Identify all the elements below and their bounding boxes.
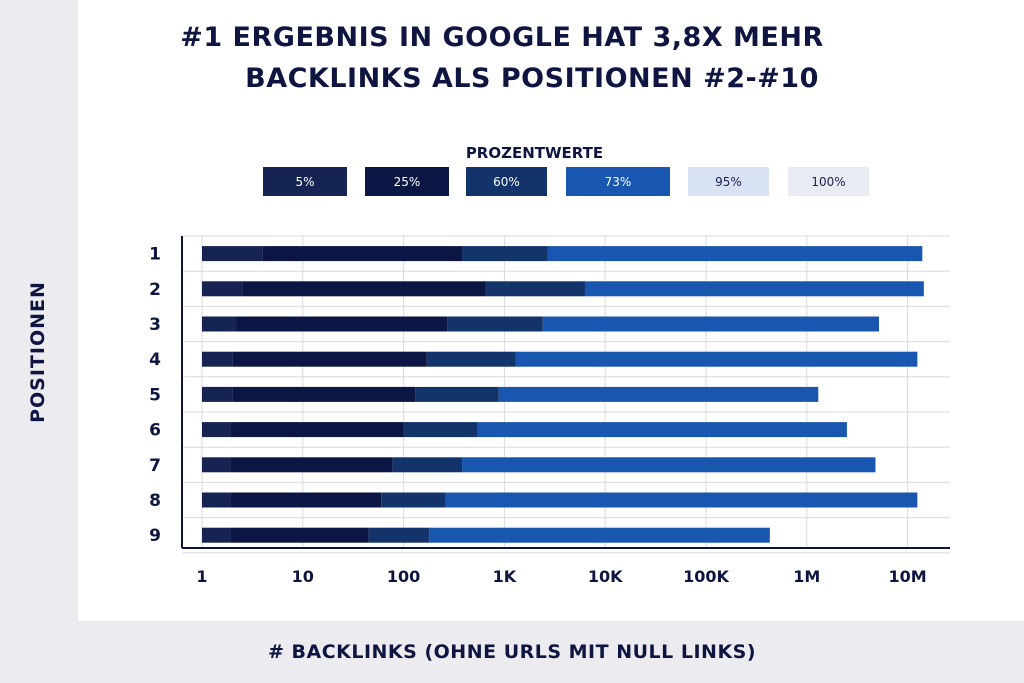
bar-segment-5pct	[202, 492, 231, 508]
bar-segment-5pct	[202, 422, 231, 438]
x-tick-label: 10M	[889, 567, 927, 586]
y-tick-label: 4	[149, 350, 161, 370]
bar-segment-60pct	[462, 246, 548, 262]
bar-segment-73pct	[477, 422, 847, 438]
x-axis-title: # BACKLINKS (OHNE URLS MIT NULL LINKS)	[267, 641, 757, 663]
bar-segment-25pct	[232, 386, 416, 402]
y-tick-label: 2	[149, 280, 161, 300]
bar-segment-25pct	[230, 527, 369, 543]
bar-segment-60pct	[392, 457, 463, 473]
left-background-strip	[0, 0, 78, 683]
bar-segment-60pct	[485, 281, 585, 297]
bar-segment-73pct	[445, 492, 918, 508]
bar-segment-73pct	[429, 527, 770, 543]
bar-segment-73pct	[515, 351, 918, 367]
bar-segment-25pct	[232, 351, 427, 367]
bar-segment-5pct	[202, 457, 231, 473]
bar-segment-25pct	[242, 281, 486, 297]
legend-title: PROZENTWERTE	[465, 144, 604, 162]
bar-segment-60pct	[415, 386, 499, 402]
legend-item-95pct: 95%	[688, 167, 769, 196]
x-tick-label: 10K	[588, 567, 623, 586]
bar-segment-25pct	[230, 457, 393, 473]
y-tick-label: 9	[149, 526, 161, 546]
bar-segment-25pct	[230, 492, 382, 508]
y-tick-label: 1	[149, 245, 161, 265]
bar-segment-73pct	[584, 281, 924, 297]
x-tick-label: 100	[387, 567, 420, 586]
bar-segment-73pct	[462, 457, 876, 473]
x-tick-label: 1M	[793, 567, 820, 586]
bar-segment-25pct	[262, 246, 463, 262]
bar-segment-60pct	[447, 316, 543, 332]
bar-segment-73pct	[547, 246, 923, 262]
x-tick-label: 1K	[493, 567, 517, 586]
y-tick-label: 3	[149, 315, 161, 335]
x-tick-label: 1	[196, 567, 207, 586]
chart-title-line-2: BACKLINKS ALS POSITIONEN #2-#10	[245, 63, 819, 94]
legend-item-5pct: 5%	[263, 167, 347, 196]
x-tick-label: 100K	[683, 567, 729, 586]
legend-item-25pct: 25%	[365, 167, 449, 196]
x-tick-label: 10	[292, 567, 314, 586]
bar-segment-60pct	[403, 422, 478, 438]
bar-segment-5pct	[202, 351, 233, 367]
legend-item-100pct: 100%	[788, 167, 869, 196]
bar-segment-5pct	[202, 281, 243, 297]
bar-segment-5pct	[202, 386, 233, 402]
bar-segment-60pct	[368, 527, 430, 543]
bar-segment-5pct	[202, 246, 263, 262]
legend-item-60pct: 60%	[466, 167, 547, 196]
bar-segment-25pct	[230, 422, 404, 438]
bar-segment-60pct	[381, 492, 446, 508]
bar-segment-5pct	[202, 316, 237, 332]
bar-segment-73pct	[542, 316, 879, 332]
y-tick-label: 5	[149, 385, 161, 405]
bar-segment-25pct	[236, 316, 448, 332]
chart-title-line-1: #1 ERGEBNIS IN GOOGLE HAT 3,8X MEHR	[180, 22, 824, 53]
y-tick-label: 8	[149, 491, 161, 511]
bar-segment-5pct	[202, 527, 231, 543]
y-tick-label: 7	[149, 456, 161, 476]
bar-segment-60pct	[426, 351, 516, 367]
bar-segment-73pct	[498, 386, 819, 402]
legend-item-73pct: 73%	[566, 167, 670, 196]
y-tick-label: 6	[149, 421, 161, 441]
bottom-background-band	[0, 621, 1024, 683]
